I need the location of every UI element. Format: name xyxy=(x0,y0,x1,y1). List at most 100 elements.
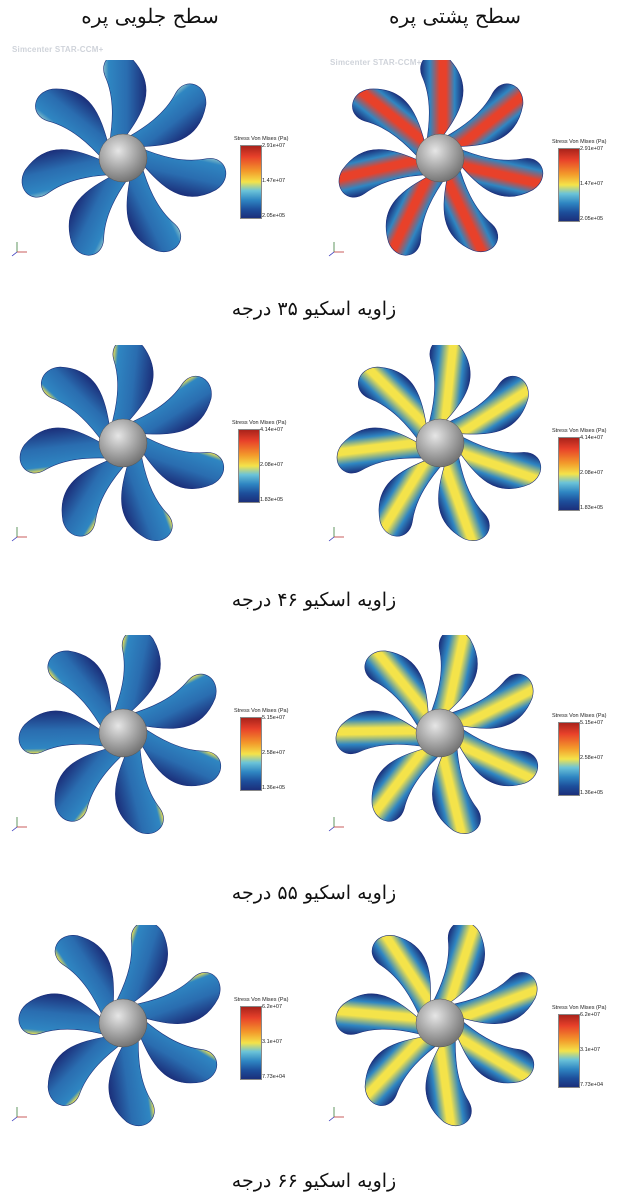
propeller-blade xyxy=(432,740,481,834)
legend-max: 2.91e+07 xyxy=(580,146,604,152)
legend-max: 5.15e+07 xyxy=(262,715,286,721)
axis-triad-icon xyxy=(11,817,27,832)
propeller-blade xyxy=(364,650,429,734)
propeller-blade xyxy=(428,635,478,719)
axis-triad-icon xyxy=(11,527,27,542)
legend-min: 7.73e+04 xyxy=(262,1074,286,1080)
legend-colorbar xyxy=(558,722,580,796)
propeller-blade xyxy=(456,724,538,787)
legend-mid: 2.08e+07 xyxy=(260,462,284,468)
legend-max: 4.14e+07 xyxy=(580,435,604,441)
axis-triad-icon xyxy=(328,1107,344,1122)
propeller-blade xyxy=(123,83,207,148)
propeller-blade xyxy=(54,746,128,822)
propeller-hub xyxy=(98,708,148,758)
legend-back-row2: Stress Von Mises (Pa) 4.14e+07 2.08e+07 … xyxy=(552,428,626,538)
propeller-blade xyxy=(61,458,130,537)
legend-title: Stress Von Mises (Pa) xyxy=(552,713,607,719)
legend-mid: 2.58e+07 xyxy=(262,750,286,756)
legend-max: 6.2e+07 xyxy=(262,1004,283,1010)
legend-min: 2.05e+05 xyxy=(262,213,286,219)
legend-colorbar xyxy=(238,429,260,503)
caption-row4: زاویه اسکیو ۶۶ درجه xyxy=(231,1170,397,1192)
axis-triad-icon xyxy=(328,242,344,257)
front-surface-header: سطح جلویی پره xyxy=(81,4,219,28)
propeller-blade xyxy=(335,710,429,755)
legend-title: Stress Von Mises (Pa) xyxy=(552,428,607,434)
watermark-front: Simcenter STAR-CCM+ xyxy=(12,45,104,54)
propeller-back-row3 xyxy=(322,635,622,895)
propeller-blade xyxy=(137,146,227,197)
propeller-blade xyxy=(126,673,217,729)
propeller-blade xyxy=(429,925,485,1008)
propeller-hub xyxy=(415,708,465,758)
legend-title: Stress Von Mises (Pa) xyxy=(552,1005,607,1011)
legend-title: Stress Von Mises (Pa) xyxy=(234,136,289,142)
propeller-blade xyxy=(420,60,464,147)
propeller-blade xyxy=(425,1032,472,1127)
legend-mid: 1.47e+07 xyxy=(262,178,286,184)
propeller-blade xyxy=(108,1032,155,1127)
propeller-blade xyxy=(47,650,112,734)
propeller-blade xyxy=(441,375,529,435)
propeller-blade xyxy=(338,149,432,198)
propeller-blade xyxy=(443,162,498,253)
legend-mid: 3.1e+07 xyxy=(580,1047,601,1053)
propeller-blade xyxy=(440,83,524,148)
propeller-blade xyxy=(385,173,448,256)
propeller-blade xyxy=(112,925,168,1008)
legend-mid: 2.08e+07 xyxy=(580,470,604,476)
propeller-blade xyxy=(109,345,154,431)
legend-colorbar xyxy=(558,148,580,222)
propeller-blade xyxy=(426,345,471,431)
propeller-back-row2 xyxy=(322,345,622,605)
propeller-hub xyxy=(98,998,148,1048)
legend-colorbar xyxy=(240,717,262,791)
propeller-hub xyxy=(98,418,148,468)
legend-max: 5.15e+07 xyxy=(580,720,604,726)
propeller-blade xyxy=(111,635,161,719)
legend-front-row1: Stress Von Mises (Pa) 2.91e+07 1.47e+07 … xyxy=(234,136,308,246)
propeller-blade xyxy=(47,1035,126,1106)
propeller-blade xyxy=(68,173,131,256)
legend-colorbar xyxy=(558,1014,580,1088)
legend-max: 2.91e+07 xyxy=(262,143,286,149)
legend-mid: 1.47e+07 xyxy=(580,181,604,187)
propeller-blade xyxy=(443,673,534,729)
propeller-blade xyxy=(128,972,221,1024)
legend-back-row3: Stress Von Mises (Pa) 5.15e+07 2.58e+07 … xyxy=(552,713,626,823)
propeller-blade xyxy=(41,366,111,446)
legend-mid: 3.1e+07 xyxy=(262,1039,283,1045)
legend-title: Stress Von Mises (Pa) xyxy=(232,420,287,426)
axis-triad-icon xyxy=(11,242,27,257)
legend-colorbar xyxy=(240,145,262,219)
propeller-blade xyxy=(115,740,164,834)
propeller-blade xyxy=(454,146,544,197)
propeller-hub xyxy=(415,133,465,183)
propeller-blade xyxy=(358,366,428,446)
legend-min: 1.36e+05 xyxy=(262,785,286,791)
propeller-front-row4 xyxy=(5,925,305,1185)
legend-max: 6.2e+07 xyxy=(580,1012,601,1018)
propeller-blade xyxy=(103,60,147,147)
propeller-blade xyxy=(438,448,490,541)
propeller-blade xyxy=(126,162,181,253)
legend-colorbar xyxy=(240,1006,262,1080)
caption-row3: زاویه اسکیو ۵۵ درجه xyxy=(231,882,397,904)
propeller-blade xyxy=(18,710,112,755)
propeller-hub xyxy=(415,418,465,468)
propeller-front-row3 xyxy=(5,635,305,895)
propeller-blade xyxy=(378,458,447,537)
legend-front-row2: Stress Von Mises (Pa) 4.14e+07 2.08e+07 … xyxy=(232,420,306,530)
legend-back-row1: Stress Von Mises (Pa) 2.91e+07 1.47e+07 … xyxy=(552,139,626,249)
propeller-blade xyxy=(138,433,224,489)
propeller-back-row1 xyxy=(322,60,622,320)
legend-back-row4: Stress Von Mises (Pa) 6.2e+07 3.1e+07 7.… xyxy=(552,1005,626,1115)
watermark-back: Simcenter STAR-CCM+ xyxy=(330,58,422,67)
propeller-blade xyxy=(138,1016,218,1084)
legend-front-row4: Stress Von Mises (Pa) 6.2e+07 3.1e+07 7.… xyxy=(234,997,308,1107)
propeller-blade xyxy=(371,935,431,1022)
legend-min: 2.05e+05 xyxy=(580,216,604,222)
propeller-blade xyxy=(455,433,541,489)
legend-min: 1.83e+05 xyxy=(260,497,284,503)
